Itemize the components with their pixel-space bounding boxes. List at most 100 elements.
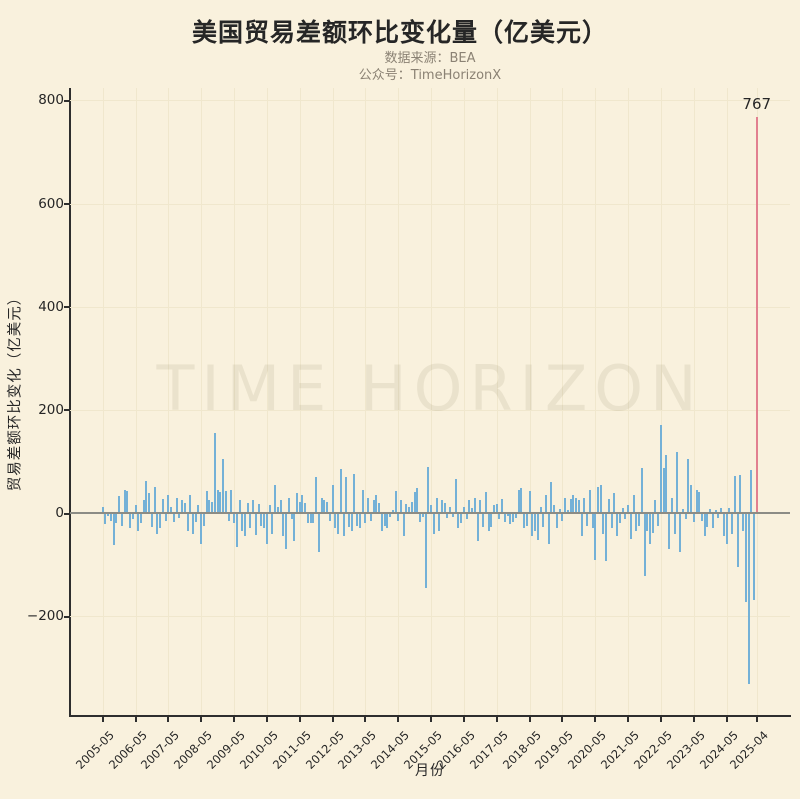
h-gridline xyxy=(70,616,790,618)
bar xyxy=(380,513,383,532)
bar xyxy=(126,491,129,513)
bar xyxy=(700,513,703,521)
bar xyxy=(211,501,214,513)
zero-line xyxy=(70,512,790,514)
v-gridline xyxy=(693,88,695,715)
v-gridline xyxy=(102,88,104,715)
v-gridline xyxy=(463,88,465,715)
y-tick-label: −200 xyxy=(26,608,64,625)
y-tick-mark xyxy=(64,306,69,309)
y-axis-spine xyxy=(69,88,71,716)
y-tick-mark xyxy=(64,512,69,515)
x-tick-mark xyxy=(692,717,695,722)
bar xyxy=(181,500,184,513)
bar xyxy=(657,513,660,526)
bar xyxy=(367,497,370,513)
bar xyxy=(569,498,572,513)
bar xyxy=(350,513,353,532)
bar xyxy=(331,484,334,513)
bar xyxy=(668,513,671,550)
bar xyxy=(282,513,285,537)
bar xyxy=(725,513,728,544)
bar xyxy=(389,513,392,518)
bar xyxy=(435,497,438,513)
bar xyxy=(323,500,326,513)
bar xyxy=(473,497,476,513)
bar xyxy=(142,500,145,513)
v-gridline xyxy=(234,88,236,715)
bar xyxy=(468,500,471,513)
bar xyxy=(189,494,192,513)
bar xyxy=(449,506,452,513)
bar xyxy=(506,513,509,516)
bar xyxy=(627,505,630,513)
x-tick-mark xyxy=(397,717,400,722)
bar xyxy=(276,506,279,513)
bar xyxy=(120,513,123,526)
bar xyxy=(430,505,433,513)
bar xyxy=(692,513,695,523)
bar xyxy=(375,494,378,513)
bar xyxy=(427,466,430,513)
bar xyxy=(597,487,599,513)
bar xyxy=(665,455,668,513)
bar xyxy=(443,502,446,513)
bar xyxy=(178,513,181,519)
bar xyxy=(739,474,742,513)
bar xyxy=(520,488,523,513)
bar xyxy=(706,513,709,528)
x-tick-mark xyxy=(331,717,334,722)
bar xyxy=(192,513,194,534)
bar xyxy=(186,513,189,532)
bar xyxy=(528,491,531,513)
bar xyxy=(572,494,575,513)
bar xyxy=(503,513,506,523)
bar xyxy=(243,513,246,537)
v-gridline xyxy=(496,88,498,715)
bar xyxy=(446,513,449,519)
x-tick-mark xyxy=(561,717,564,722)
bar xyxy=(413,492,416,513)
bar xyxy=(383,513,386,526)
bar xyxy=(233,513,236,524)
bar xyxy=(517,489,520,513)
bar xyxy=(372,500,375,513)
bar xyxy=(454,479,457,513)
x-tick-mark xyxy=(462,717,465,722)
bar xyxy=(711,513,714,529)
bar xyxy=(347,513,350,528)
bar xyxy=(531,513,534,537)
bar xyxy=(525,513,528,526)
bar xyxy=(216,489,219,513)
bar xyxy=(353,474,356,513)
v-gridline xyxy=(201,88,203,715)
bar xyxy=(219,492,222,513)
x-tick-mark xyxy=(528,717,531,722)
bar xyxy=(643,513,646,577)
bar xyxy=(213,433,216,513)
bar xyxy=(747,513,750,685)
bar xyxy=(690,484,693,513)
bar xyxy=(564,497,567,513)
bar xyxy=(115,513,118,524)
bar xyxy=(638,513,641,526)
x-tick-mark xyxy=(200,717,203,722)
bar xyxy=(733,475,736,513)
bar xyxy=(536,513,539,540)
bar xyxy=(476,513,479,542)
bar xyxy=(112,513,115,545)
bar xyxy=(698,492,701,513)
bar xyxy=(150,513,153,528)
bar xyxy=(320,497,323,513)
bar xyxy=(342,513,345,537)
bar xyxy=(558,508,561,513)
chart-subtitle-source: 数据来源：BEA xyxy=(384,51,476,66)
bar xyxy=(545,494,547,513)
x-axis-spine xyxy=(69,715,791,717)
bar xyxy=(752,513,755,601)
bar xyxy=(460,513,463,524)
bar xyxy=(498,513,501,520)
bar xyxy=(632,494,635,513)
bar xyxy=(364,513,367,524)
